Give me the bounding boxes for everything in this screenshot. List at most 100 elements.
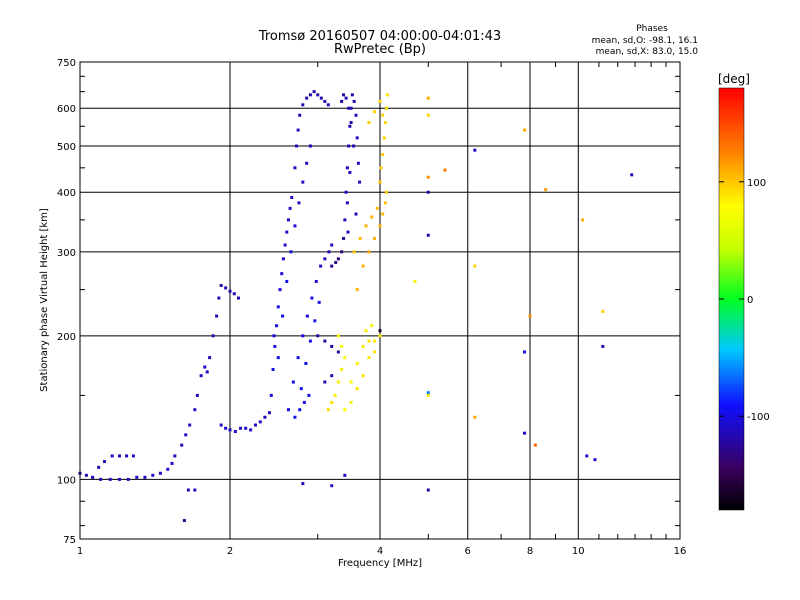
data-point-x bbox=[413, 279, 417, 283]
data-point-o bbox=[312, 90, 316, 94]
data-point-o bbox=[239, 426, 243, 430]
data-point-o bbox=[99, 477, 103, 481]
data-point-x bbox=[601, 309, 605, 313]
data-point-o bbox=[330, 264, 334, 268]
data-point-o bbox=[286, 408, 290, 412]
data-point-o bbox=[293, 415, 297, 419]
data-point-o bbox=[143, 475, 147, 479]
chart-subtitle: RwPretec (Bp) bbox=[334, 42, 426, 57]
data-point-x bbox=[378, 180, 382, 184]
data-point-x bbox=[367, 250, 371, 254]
data-point-x bbox=[336, 334, 340, 338]
data-point-o bbox=[314, 279, 318, 283]
data-point-x bbox=[355, 288, 359, 292]
data-point-x bbox=[373, 110, 377, 114]
data-point-o bbox=[350, 93, 354, 97]
data-point-o bbox=[208, 356, 212, 360]
data-point-o bbox=[593, 458, 597, 462]
data-point-o bbox=[131, 454, 135, 458]
data-point-x bbox=[533, 443, 537, 447]
data-point-o bbox=[278, 288, 282, 292]
x-tick-label: 16 bbox=[674, 546, 687, 557]
data-point-o bbox=[219, 283, 223, 287]
data-point-o bbox=[308, 339, 312, 343]
data-point-o bbox=[304, 361, 308, 365]
y-tick-label: 400 bbox=[57, 188, 76, 199]
data-point-x bbox=[358, 236, 362, 240]
data-point-o bbox=[182, 519, 186, 523]
data-point-x bbox=[333, 393, 337, 397]
data-point-o bbox=[426, 190, 430, 194]
data-point-o bbox=[272, 334, 276, 338]
data-point-o bbox=[290, 195, 294, 199]
data-point-o bbox=[523, 350, 527, 354]
data-point-o bbox=[347, 106, 351, 110]
data-point-o bbox=[330, 374, 334, 378]
y-tick-label: 750 bbox=[57, 58, 76, 69]
axis-ticks: 1 2 4 6 8 10 16 75 100 200 300 400 500 600 750 bbox=[57, 58, 686, 557]
data-point-x bbox=[379, 166, 383, 170]
data-point-o bbox=[215, 314, 219, 318]
chart-title: Tromsø 20160507 04:00:00-04:01:43 bbox=[258, 29, 501, 44]
data-point-x bbox=[378, 99, 382, 103]
data-point-o bbox=[228, 289, 232, 293]
data-point-x bbox=[375, 206, 379, 210]
data-points bbox=[78, 90, 634, 523]
data-point-o bbox=[299, 387, 303, 391]
data-point-o bbox=[323, 99, 327, 103]
data-point-o bbox=[330, 243, 334, 247]
data-point-o bbox=[308, 144, 312, 148]
data-point-o bbox=[166, 467, 170, 471]
data-point-o bbox=[354, 113, 358, 117]
data-point-x bbox=[443, 168, 447, 172]
data-point-o bbox=[263, 415, 267, 419]
data-point-o bbox=[356, 161, 360, 165]
data-point-o bbox=[347, 144, 351, 148]
data-point-o bbox=[117, 454, 121, 458]
data-point-x bbox=[373, 350, 377, 354]
data-point-x bbox=[373, 236, 377, 240]
data-point-o bbox=[110, 454, 114, 458]
data-point-o bbox=[358, 180, 362, 184]
data-point-o bbox=[354, 212, 358, 216]
data-point-x bbox=[370, 215, 374, 219]
data-point-o bbox=[285, 230, 289, 234]
data-point-o bbox=[258, 420, 262, 424]
data-point-o bbox=[224, 426, 228, 430]
data-point-o bbox=[317, 300, 321, 304]
data-point-o bbox=[301, 482, 305, 486]
y-tick-label: 200 bbox=[57, 332, 76, 343]
data-point-o bbox=[275, 324, 279, 328]
data-point-o bbox=[285, 279, 289, 283]
data-point-o bbox=[345, 166, 349, 170]
data-point-o bbox=[244, 426, 248, 430]
data-point-o bbox=[349, 106, 353, 110]
data-point-o bbox=[585, 454, 589, 458]
data-point-x bbox=[340, 344, 344, 348]
data-point-o bbox=[305, 314, 309, 318]
data-point-x bbox=[473, 415, 477, 419]
data-point-x bbox=[426, 96, 430, 100]
data-point-o bbox=[305, 161, 309, 165]
data-point-o bbox=[316, 93, 320, 97]
data-point-x bbox=[336, 380, 340, 384]
x-tick-label: 4 bbox=[377, 546, 383, 557]
data-point-x bbox=[343, 408, 347, 412]
data-point-x bbox=[352, 250, 356, 254]
data-point-o bbox=[135, 475, 139, 479]
data-point-o bbox=[269, 393, 273, 397]
x-tick-label: 8 bbox=[527, 546, 533, 557]
data-point-o bbox=[326, 103, 330, 107]
data-point-o bbox=[267, 411, 271, 415]
data-point-x bbox=[361, 264, 365, 268]
data-point-o bbox=[180, 443, 184, 447]
data-point-o bbox=[302, 400, 306, 404]
data-point-o bbox=[340, 99, 344, 103]
data-point-o bbox=[281, 257, 285, 261]
data-point-x bbox=[523, 128, 527, 132]
data-point-x bbox=[384, 106, 388, 110]
data-point-o bbox=[342, 236, 346, 240]
colorbar-tick-label: -100 bbox=[747, 412, 770, 423]
data-point-x bbox=[340, 367, 344, 371]
data-point-o bbox=[283, 243, 287, 247]
